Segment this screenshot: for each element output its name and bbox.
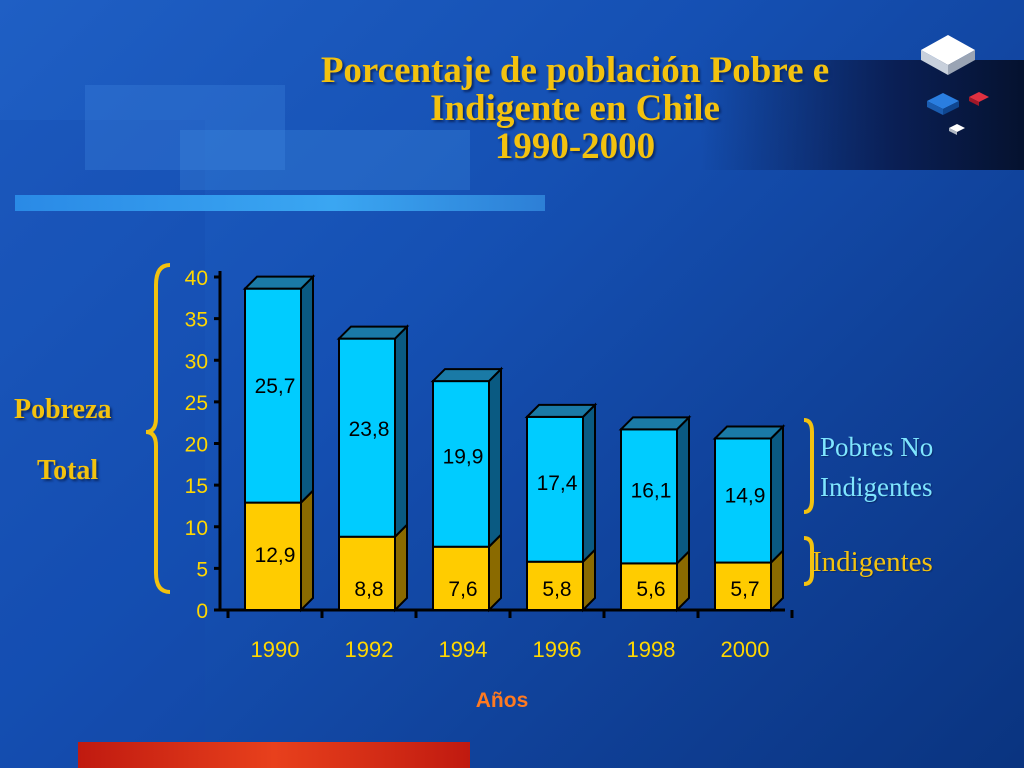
bar-pobres-side <box>582 402 596 565</box>
bar-top-face <box>524 403 598 418</box>
data-label-indigentes: 8,8 <box>354 578 383 601</box>
bar-indigentes <box>432 545 490 611</box>
pobres-no-indigentes-label: Pobres No Indigentes <box>820 427 933 507</box>
x-tick-label: 1990 <box>251 637 300 662</box>
background-panel <box>0 120 205 768</box>
data-label-pobres: 17,4 <box>537 472 578 495</box>
decorative-square <box>180 130 470 190</box>
bar-pobres-side <box>300 274 314 506</box>
x-tick-label: 1998 <box>627 637 676 662</box>
bar-indigentes <box>244 501 302 612</box>
bar-pobres-side <box>676 414 690 566</box>
x-tick-label: 1994 <box>439 637 488 662</box>
y-tick-label: 40 <box>185 267 208 290</box>
y-tick-label: 15 <box>185 475 208 498</box>
pobres-bracket <box>803 418 814 514</box>
y-tick-label: 35 <box>185 309 208 332</box>
bar-pobres <box>714 437 772 564</box>
bar-indigentes-side <box>300 488 314 613</box>
y-tick-label: 10 <box>185 517 208 540</box>
x-tick-label: 1996 <box>533 637 582 662</box>
cubes-logo-icon <box>921 35 989 135</box>
bar-pobres <box>620 428 678 565</box>
data-label-indigentes: 12,9 <box>255 544 296 567</box>
y-tick-label: 0 <box>196 600 208 623</box>
decorative-bottom-bar <box>78 742 470 768</box>
decorative-stripe <box>15 195 545 211</box>
title-line-2: Indigente en Chile <box>430 88 720 129</box>
y-tick-label: 30 <box>185 350 208 373</box>
decorative-band <box>700 60 1024 170</box>
total-label: Total <box>37 455 99 486</box>
bar-top-face <box>242 275 316 290</box>
data-label-indigentes: 5,7 <box>730 578 759 601</box>
page-title: Porcentaje de población Pobre e Indigent… <box>225 52 925 166</box>
data-label-pobres: 19,9 <box>443 446 484 469</box>
pobres-label-line-1: Pobres No <box>820 432 934 462</box>
data-label-pobres: 16,1 <box>631 480 672 503</box>
decorative-square <box>85 85 285 170</box>
pobreza-total-bracket <box>145 263 171 594</box>
data-label-pobres: 14,9 <box>725 484 766 507</box>
data-label-indigentes: 5,8 <box>542 578 571 601</box>
y-tick-label: 20 <box>185 434 208 457</box>
data-label-pobres: 25,7 <box>255 375 296 398</box>
indigentes-bracket <box>803 536 814 586</box>
title-line-1: Porcentaje de población Pobre e <box>320 50 830 91</box>
indigentes-label: Indigentes <box>812 546 933 578</box>
data-label-pobres: 23,8 <box>349 418 390 441</box>
data-label-indigentes: 5,6 <box>636 578 665 601</box>
bar-top-face <box>430 368 504 383</box>
bar-indigentes-side <box>394 522 408 613</box>
pobreza-label: Pobreza <box>14 394 112 425</box>
bar-pobres <box>432 380 490 548</box>
bar-pobres <box>338 337 396 538</box>
pobres-label-line-2: Indigentes <box>820 472 933 502</box>
x-tick-label: 2000 <box>721 637 770 662</box>
data-label-indigentes: 7,6 <box>448 578 477 601</box>
bar-pobres-side <box>770 424 784 565</box>
title-line-3: 1990-2000 <box>494 126 656 167</box>
y-tick-label: 25 <box>185 392 208 415</box>
bar-indigentes <box>714 561 772 611</box>
x-tick-label: 1992 <box>345 637 394 662</box>
bar-top-face <box>336 325 410 340</box>
y-tick-label: 5 <box>196 558 208 581</box>
bar-top-face <box>712 425 786 440</box>
bar-top-face <box>618 416 692 431</box>
bar-pobres-side <box>394 324 408 540</box>
bar-indigentes <box>526 560 584 612</box>
x-axis-title: Años <box>476 689 529 712</box>
bar-pobres-side <box>488 366 502 550</box>
